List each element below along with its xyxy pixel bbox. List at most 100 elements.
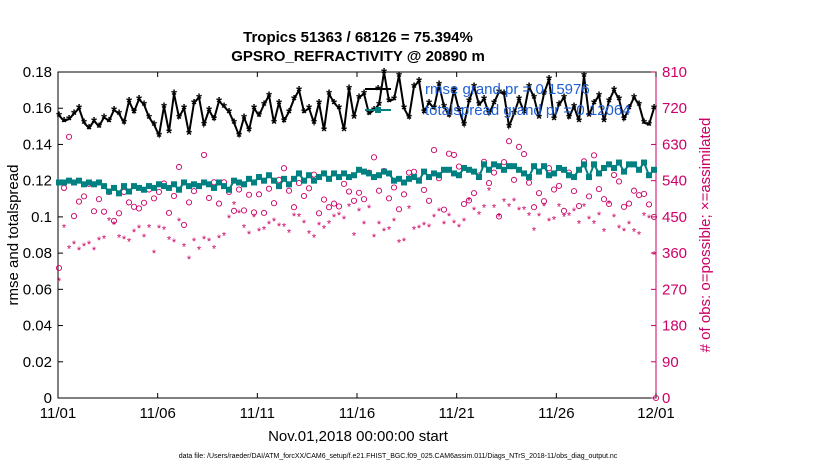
totalspread-point [326,175,333,182]
totalspread-point [581,161,588,168]
obs-possible-point [155,188,163,195]
obs-possible-point [125,199,133,206]
rmse-point: * [546,72,552,89]
rmse-point: * [506,119,512,136]
totalspread-point [245,175,252,182]
obs-assimilated-point: * [622,226,627,238]
obs-assimilated-point: * [317,220,322,232]
obs-possible-point [615,178,623,185]
totalspread-point [145,183,152,190]
obs-assimilated-point: * [632,226,637,238]
rmse-point: * [171,87,177,104]
totalspread-point [180,179,187,186]
totalspread-point [496,163,503,170]
totalspread-point [546,172,553,179]
obs-possible-point [645,201,653,208]
rmse-point: * [491,96,497,113]
rmse-point: * [636,98,642,115]
obs-assimilated-point: * [102,234,107,246]
rmse-point: * [111,103,117,120]
totalspread-point [421,168,428,175]
obs-possible-point [90,208,98,215]
obs-possible-point [600,196,608,203]
totalspread-point [85,179,92,186]
obs-assimilated-point: * [97,235,102,247]
totalspread-point [276,183,283,190]
rmse-point: * [516,92,522,109]
rmse-point: * [646,118,652,135]
totalspread-point [531,163,538,170]
totalspread-point [451,170,458,177]
obs-possible-point [540,198,548,205]
totalspread-point [225,186,232,193]
totalspread-point [561,166,568,173]
obs-possible-point [360,196,368,203]
totalspread-point [195,183,202,190]
totalspread-point [341,170,348,177]
x-tick-label: 11/21 [438,405,474,422]
totalspread-point [486,166,493,173]
obs-possible-point [330,200,338,207]
obs-assimilated-point: * [107,215,112,227]
totalspread-point [646,172,653,179]
totalspread-point [115,190,122,197]
rmse-point: * [86,121,92,138]
totalspread-point [160,183,167,190]
obs-assimilated-point: * [477,209,482,221]
obs-assimilated-point: * [492,203,497,215]
rmse-point: * [301,105,307,122]
obs-possible-point [215,200,223,207]
rmse-point: * [446,108,452,125]
rmse-point: * [331,96,337,113]
totalspread-point [351,172,358,179]
obs-possible-point [375,187,383,194]
obs-possible-point [505,138,513,145]
totalspread-point [636,166,643,173]
obs-assimilated-point: * [402,236,407,248]
obs-assimilated-point: * [537,211,542,223]
rmse-point: * [326,87,332,104]
obs-possible-point [550,186,558,193]
rmse-point: * [521,105,527,122]
rmse-point: * [156,128,162,145]
rmse-point: * [501,87,507,104]
obs-assimilated-point: * [202,234,207,246]
totalspread-point [401,179,408,186]
obs-assimilated-point: * [172,237,177,249]
obs-assimilated-point: * [602,226,607,238]
totalspread-point [266,172,273,179]
rmse-point: * [426,96,432,113]
totalspread-point [586,174,593,181]
rmse-point: * [71,107,77,124]
obs-assimilated-point: * [497,211,502,223]
rmse-point: * [341,123,347,140]
totalspread-point [536,168,543,175]
rmse-point: * [441,99,447,116]
obs-assimilated-point: * [197,244,202,256]
totalspread-point [476,174,483,181]
obs-assimilated-point: * [552,215,557,227]
obs-assimilated-point: * [367,203,372,215]
totalspread-point [466,166,473,173]
totalspread-point [291,175,298,182]
obs-assimilated-point: * [612,212,617,224]
rmse-point: * [586,108,592,125]
obs-possible-point [170,192,178,200]
obs-possible-point [625,200,633,207]
obs-assimilated-point: * [292,211,297,223]
legend-spread-marker [375,107,381,113]
obs-possible-point [305,185,313,192]
x-tick-label: 11/26 [538,405,574,422]
rmse-point: * [266,89,272,106]
totalspread-point [376,172,383,179]
rmse-point: * [511,107,517,124]
obs-assimilated-point: * [417,223,422,235]
obs-possible-point [420,186,428,193]
rmse-point: * [66,112,72,129]
obs-assimilated-point: * [232,199,237,211]
obs-possible-point [240,207,248,214]
totalspread-point [631,161,638,168]
x-tick-label: 11/16 [339,405,375,422]
totalspread-point [526,174,533,181]
totalspread-point [416,177,423,184]
